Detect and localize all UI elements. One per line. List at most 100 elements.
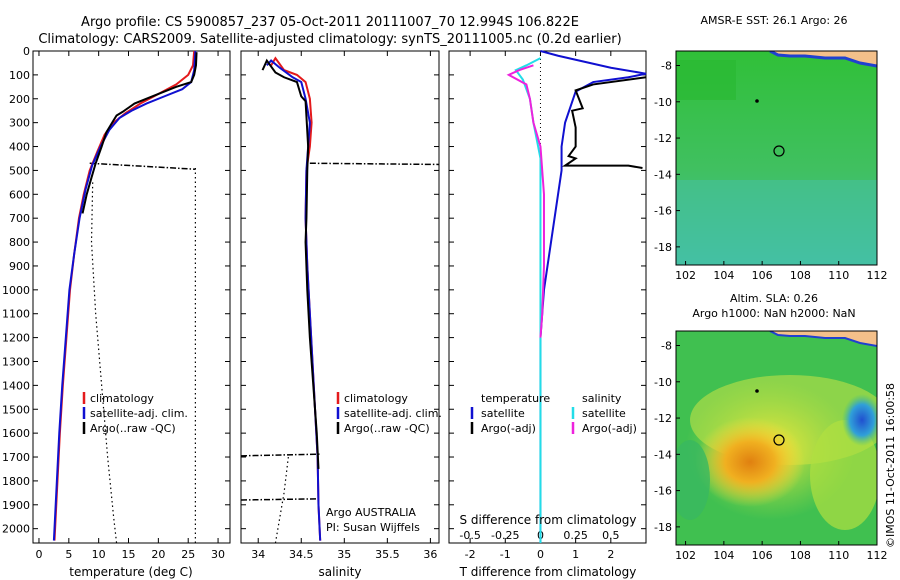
temp-legend-climatology: climatology bbox=[90, 392, 154, 405]
map-y-tick-label: -8 bbox=[661, 340, 672, 353]
temperature-xlabel: temperature (deg C) bbox=[69, 565, 192, 579]
map-x-tick-label: 112 bbox=[867, 549, 888, 562]
x-tick-label: 36 bbox=[423, 548, 437, 561]
salinity-xlabel: salinity bbox=[318, 565, 361, 579]
y-tick-label: 1000 bbox=[2, 284, 30, 297]
map-x-tick-label: 104 bbox=[713, 269, 734, 282]
diff-legend-s-argo: Argo(-adj) bbox=[582, 422, 637, 435]
diff-legend-s-satellite: satellite bbox=[582, 407, 626, 420]
map-y-tick-label: -14 bbox=[654, 168, 672, 181]
title-line-2: Climatology: CARS2009. Satellite-adjuste… bbox=[38, 32, 621, 47]
diff-legend-salinity: salinity bbox=[582, 392, 622, 405]
sla-map-frame bbox=[675, 330, 878, 546]
x-tick-label-salinity: -0.25 bbox=[491, 529, 519, 542]
map-y-tick-label: -18 bbox=[654, 241, 672, 254]
x-tick-label: -2 bbox=[465, 548, 476, 561]
y-tick-label: 400 bbox=[9, 141, 30, 154]
watermark: ©IMOS 11-Oct-2011 16:00:58 bbox=[884, 383, 897, 548]
sst-map-frame bbox=[675, 50, 878, 266]
dashdot-line bbox=[240, 498, 319, 501]
y-tick-label: 500 bbox=[9, 164, 30, 177]
y-tick-label: 1600 bbox=[2, 427, 30, 440]
x-tick-label: 34.5 bbox=[289, 548, 314, 561]
y-tick-label: 800 bbox=[9, 236, 30, 249]
x-tick-label: 35 bbox=[337, 548, 351, 561]
dotted-line bbox=[90, 182, 118, 544]
diff-legend-t-satellite: satellite bbox=[481, 407, 525, 420]
x-tick-label-salinity: 0.5 bbox=[602, 529, 620, 542]
x-tick-label: -1 bbox=[500, 548, 511, 561]
map-y-tick-label: -12 bbox=[654, 132, 672, 145]
diff-legend-t-argo: Argo(-adj) bbox=[481, 422, 536, 435]
map-x-tick-label: 102 bbox=[675, 549, 696, 562]
y-tick-label: 1700 bbox=[2, 451, 30, 464]
map-y-tick-label: -18 bbox=[654, 521, 672, 534]
salinity-legend: climatology satellite-adj. clim. Argo(..… bbox=[326, 392, 442, 534]
x-tick-label: 0 bbox=[537, 548, 544, 561]
series-s-satellite bbox=[514, 57, 542, 543]
y-tick-label: 100 bbox=[9, 69, 30, 82]
map-y-tick-label: -10 bbox=[654, 376, 672, 389]
map-x-tick-label: 106 bbox=[752, 549, 773, 562]
map-x-tick-label: 102 bbox=[675, 269, 696, 282]
map-x-tick-label: 110 bbox=[828, 549, 849, 562]
map-y-tick-label: -10 bbox=[654, 96, 672, 109]
map-x-tick-label: 108 bbox=[790, 269, 811, 282]
x-tick-label: 15 bbox=[122, 548, 136, 561]
dashdot-line bbox=[309, 162, 440, 166]
sst-argo-marker bbox=[773, 145, 785, 157]
y-tick-label: 0 bbox=[23, 45, 30, 58]
temperature-plot-frame bbox=[32, 50, 231, 544]
map-x-tick-label: 104 bbox=[713, 549, 734, 562]
y-tick-label: 2000 bbox=[2, 523, 30, 536]
map-y-tick-label: -14 bbox=[654, 448, 672, 461]
map-x-tick-label: 110 bbox=[828, 269, 849, 282]
series-t-argo bbox=[561, 76, 647, 170]
x-tick-label: 0 bbox=[35, 548, 42, 561]
map-y-tick-label: -16 bbox=[654, 205, 672, 218]
difference-xlabel: T difference from climatology bbox=[459, 565, 637, 579]
difference-legend: temperature satellite Argo(-adj) salinit… bbox=[470, 392, 637, 435]
difference-xlabel-salinity: S difference from climatology bbox=[460, 513, 637, 527]
map-x-tick-label: 112 bbox=[867, 269, 888, 282]
temp-legend-argo: Argo(..raw -QC) bbox=[90, 422, 176, 435]
y-tick-label: 200 bbox=[9, 93, 30, 106]
sst-map-title: AMSR-E SST: 26.1 Argo: 26 bbox=[700, 14, 847, 27]
sla-map-title-1: Altim. SLA: 0.26 bbox=[730, 292, 818, 305]
sal-legend-satellite: satellite-adj. clim. bbox=[344, 407, 442, 420]
x-tick-label: 10 bbox=[92, 548, 106, 561]
salinity-plot-frame bbox=[240, 50, 440, 544]
difference-plot-frame bbox=[448, 50, 647, 544]
x-tick-label: 25 bbox=[181, 548, 195, 561]
series-argo bbox=[81, 52, 198, 214]
dashdot-line bbox=[240, 453, 321, 457]
sla-map-title-2: Argo h1000: NaN h2000: NaN bbox=[692, 307, 855, 320]
x-tick-label: 30 bbox=[211, 548, 225, 561]
dotted-line bbox=[274, 456, 289, 544]
y-tick-label: 1400 bbox=[2, 379, 30, 392]
map-y-tick-label: -8 bbox=[661, 60, 672, 73]
y-tick-label: 1500 bbox=[2, 403, 30, 416]
map-x-tick-label: 108 bbox=[790, 549, 811, 562]
series-climatology bbox=[53, 50, 196, 541]
map-y-tick-label: -16 bbox=[654, 485, 672, 498]
series-climatology bbox=[270, 56, 322, 541]
series-t-satellite bbox=[539, 50, 647, 543]
dashdot-line bbox=[89, 162, 196, 170]
sla-map bbox=[676, 331, 877, 545]
sal-legend-argo: Argo(..raw -QC) bbox=[344, 422, 430, 435]
temperature-legend: climatology satellite-adj. clim. Argo(..… bbox=[82, 392, 188, 435]
sla-argo-marker bbox=[773, 434, 785, 446]
y-tick-label: 300 bbox=[9, 117, 30, 130]
y-tick-label: 1200 bbox=[2, 332, 30, 345]
temp-legend-satellite: satellite-adj. clim. bbox=[90, 407, 188, 420]
series-satellite-adj-clim- bbox=[52, 50, 197, 541]
sal-legend-climatology: climatology bbox=[344, 392, 408, 405]
x-tick-label: 35.5 bbox=[375, 548, 400, 561]
sal-footnote-2: PI: Susan Wijffels bbox=[326, 521, 420, 534]
x-tick-label-salinity: -0.5 bbox=[459, 529, 480, 542]
salinity-plot: 34 34.5 35 35.5 36 bbox=[240, 50, 440, 561]
temperature-plot: 0 5 10 15 20 25 300100200300400500600700800900… bbox=[2, 45, 230, 561]
